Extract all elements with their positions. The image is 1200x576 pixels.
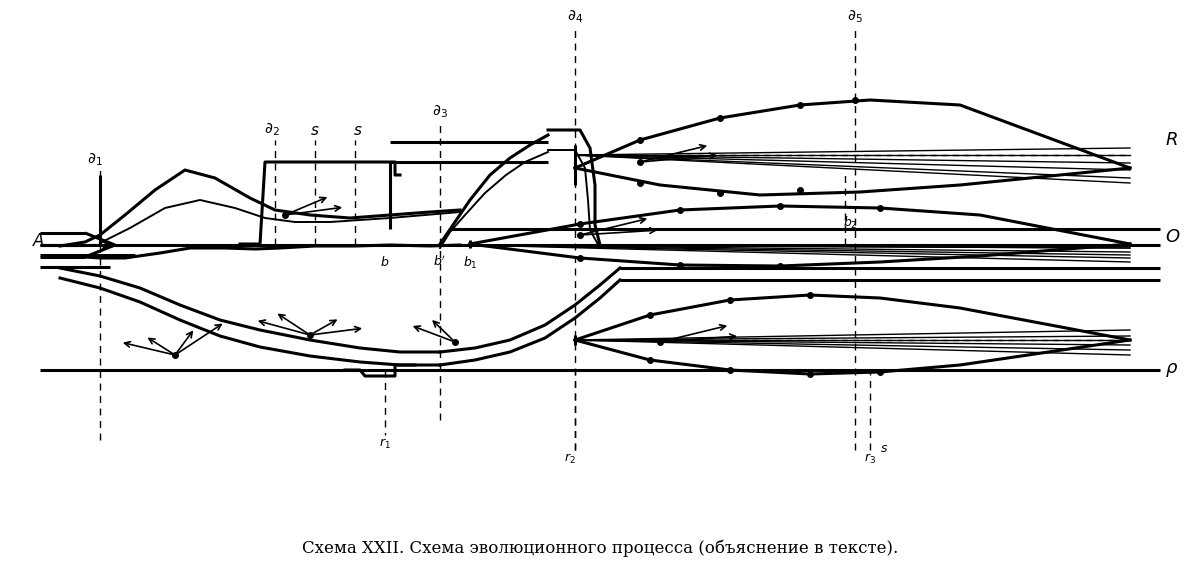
Text: $\partial_2$: $\partial_2$ [264,122,280,138]
Text: $\partial_4$: $\partial_4$ [566,8,583,25]
Text: $\partial_1$: $\partial_1$ [88,151,103,168]
Text: $\partial_3$: $\partial_3$ [432,103,448,120]
Text: Схема XXII. Схема эволюционного процесса (объяснение в тексте).: Схема XXII. Схема эволюционного процесса… [302,539,898,557]
Text: $r_3$: $r_3$ [864,452,876,466]
Text: $s$: $s$ [310,124,320,138]
Text: $r_2$: $r_2$ [564,452,576,466]
Text: $b_1$: $b_1$ [463,255,478,271]
Text: $b_2$: $b_2$ [842,215,857,231]
Text: $\partial_5$: $\partial_5$ [847,8,863,25]
Text: $r_1$: $r_1$ [379,437,391,451]
Text: $\rho$: $\rho$ [1165,361,1178,379]
Text: $s$: $s$ [880,442,888,455]
Text: $A$: $A$ [32,233,46,249]
Text: $b'$: $b'$ [433,255,446,270]
Text: $O$: $O$ [1165,228,1181,246]
Text: $b$: $b$ [380,255,390,269]
Text: $s$: $s$ [353,124,362,138]
Text: $R$: $R$ [1165,131,1177,149]
